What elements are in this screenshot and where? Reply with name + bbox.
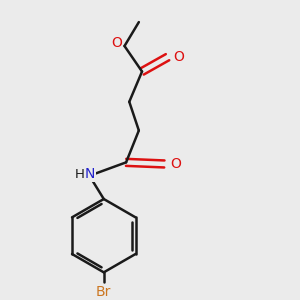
Text: N: N [85, 167, 95, 181]
Text: O: O [173, 50, 184, 64]
Text: Br: Br [96, 285, 112, 299]
Text: O: O [170, 157, 181, 171]
Text: O: O [111, 37, 122, 50]
Text: H: H [74, 168, 84, 181]
